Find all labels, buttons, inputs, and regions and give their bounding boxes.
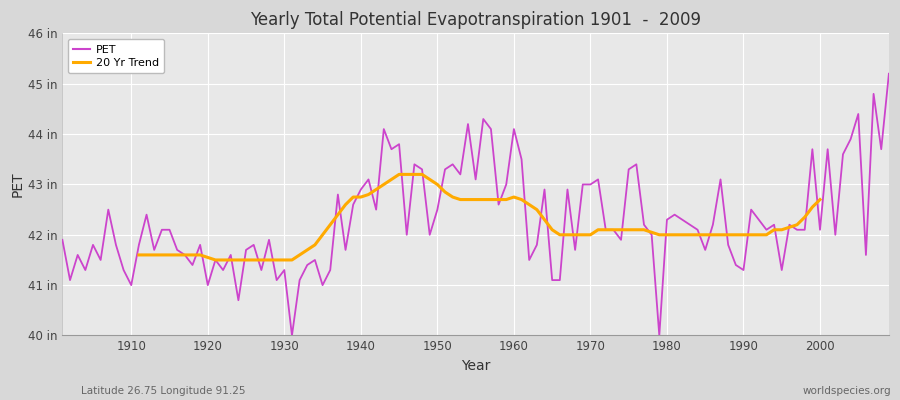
Legend: PET, 20 Yr Trend: PET, 20 Yr Trend [68, 39, 165, 74]
Title: Yearly Total Potential Evapotranspiration 1901  -  2009: Yearly Total Potential Evapotranspiratio… [250, 11, 701, 29]
Text: worldspecies.org: worldspecies.org [803, 386, 891, 396]
Y-axis label: PET: PET [11, 172, 25, 197]
Text: Latitude 26.75 Longitude 91.25: Latitude 26.75 Longitude 91.25 [81, 386, 246, 396]
X-axis label: Year: Year [461, 359, 491, 373]
